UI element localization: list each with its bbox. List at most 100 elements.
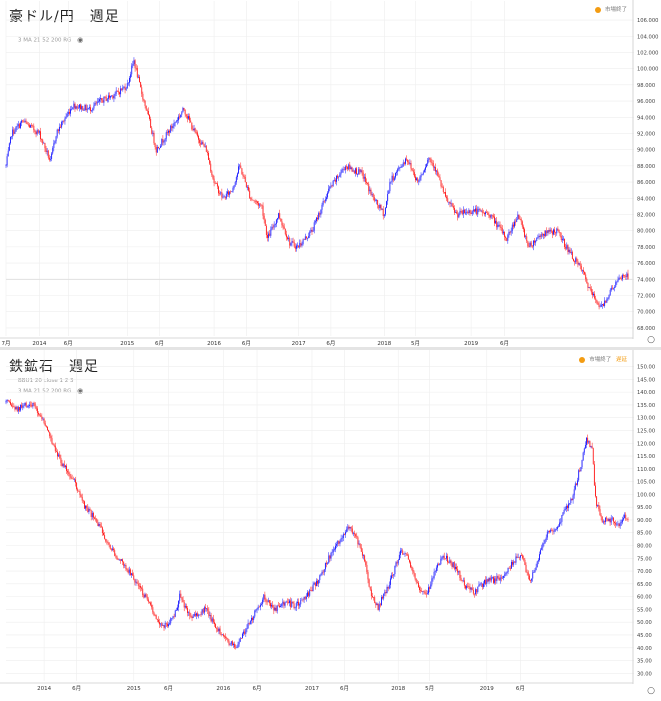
- candle-body: [494, 216, 495, 224]
- candle-body: [81, 496, 83, 501]
- candle-body: [249, 620, 251, 624]
- audjpy-chart-panel[interactable]: 豪ドル/円 週足 3 MA 21 52 200 RG ◉ 市場終了 68.000…: [0, 0, 661, 348]
- candle-body: [621, 275, 623, 280]
- candle-body: [454, 566, 456, 569]
- candle-body: [42, 418, 44, 420]
- candle-body: [525, 564, 527, 573]
- candle-body: [600, 304, 602, 307]
- candle-body: [528, 575, 530, 580]
- candle-body: [519, 555, 521, 558]
- market-status: 市場終了 遅延: [579, 355, 627, 363]
- candle-body: [278, 213, 280, 219]
- candle-body: [211, 171, 213, 176]
- candle-body: [274, 607, 276, 611]
- settings-icon[interactable]: ○: [647, 335, 655, 345]
- candle-body: [346, 529, 348, 532]
- candle-body: [533, 572, 535, 573]
- y-tick-label: 80.00: [637, 544, 652, 550]
- panel-divider[interactable]: [0, 347, 661, 350]
- candle-body: [437, 170, 439, 176]
- candle-body: [15, 406, 17, 410]
- candle-body: [225, 636, 227, 638]
- candle-body: [357, 174, 359, 175]
- candle-body: [273, 224, 275, 228]
- candle-body: [373, 197, 375, 201]
- candle-body: [200, 614, 202, 616]
- candle-body: [135, 581, 137, 583]
- candle-body: [271, 604, 273, 607]
- candle-body: [290, 243, 292, 246]
- candle-body: [166, 132, 168, 133]
- x-tick-label: 6月: [72, 685, 81, 692]
- candle-body: [10, 401, 11, 405]
- candle-body: [541, 234, 543, 236]
- candle-body: [264, 594, 266, 600]
- candle-body: [137, 583, 139, 586]
- candle-body: [67, 111, 69, 115]
- candle-body: [563, 238, 564, 240]
- candle-body: [377, 603, 379, 610]
- eye-icon[interactable]: ◉: [77, 36, 84, 44]
- candle-body: [596, 496, 598, 507]
- candle-body: [141, 587, 143, 589]
- candle-body: [22, 405, 24, 408]
- status-text: 市場終了: [604, 7, 627, 13]
- audjpy-candles-svg[interactable]: 68.000 70.000 72.000 74.000 76.000 78.000 80.0…: [0, 0, 661, 348]
- candle-body: [227, 638, 229, 642]
- candle-body: [219, 193, 221, 194]
- candle-body: [285, 601, 287, 603]
- candle-body: [74, 103, 76, 109]
- candle-body: [166, 623, 168, 627]
- candle-body: [473, 209, 475, 212]
- y-tick-label: 80.000: [637, 229, 655, 235]
- candle-body: [273, 607, 275, 611]
- y-tick-label: 102.000: [637, 50, 658, 56]
- x-tick-label: 2018: [391, 686, 405, 692]
- candle-body: [505, 573, 507, 575]
- candle-body: [173, 123, 175, 127]
- candle-body: [126, 568, 128, 571]
- candle-body: [206, 151, 208, 153]
- candle-body: [91, 110, 93, 111]
- iron-ore-candles-svg[interactable]: 30.00 35.00 40.00 45.00 50.00 55.00 60.00 65.00…: [0, 350, 661, 701]
- candle-body: [216, 627, 218, 629]
- candle-body: [134, 60, 136, 68]
- candle-body: [431, 162, 433, 164]
- candle-body: [500, 577, 502, 579]
- candle-body: [152, 607, 154, 613]
- candle-body: [94, 102, 96, 106]
- eye-icon[interactable]: ◉: [77, 387, 84, 395]
- candle-body: [323, 201, 325, 202]
- candle-body: [138, 585, 140, 587]
- iron-ore-chart-panel[interactable]: 鉄鉱石 週足 BBU1 20 close 1 2 3 3 MA 21 52 20…: [0, 350, 661, 701]
- candle-body: [494, 578, 496, 583]
- info-icon[interactable]: [595, 6, 602, 13]
- candle-body: [234, 182, 236, 186]
- candle-body: [182, 599, 184, 603]
- candle-body: [63, 464, 65, 467]
- y-tick-label: 55.00: [637, 607, 652, 613]
- candle-body: [354, 533, 355, 535]
- candle-body: [312, 230, 314, 232]
- candle-body: [7, 400, 9, 402]
- candle-body: [32, 125, 34, 127]
- candle-body: [602, 521, 604, 523]
- candle-body: [609, 289, 611, 295]
- candle-body: [253, 200, 255, 202]
- candle-body: [449, 560, 451, 563]
- candle-body: [339, 541, 341, 544]
- candle-body: [116, 90, 118, 92]
- candle-body: [546, 230, 548, 234]
- candle-body: [287, 237, 288, 240]
- candle-body: [124, 565, 126, 566]
- info-icon[interactable]: [579, 356, 586, 363]
- candle-body: [384, 207, 386, 215]
- candle-body: [190, 120, 192, 123]
- y-tick-label: 104.000: [637, 34, 658, 40]
- candle-body: [339, 174, 341, 177]
- settings-icon[interactable]: ○: [647, 686, 655, 696]
- candle-body: [572, 495, 574, 501]
- candle-body: [100, 98, 102, 100]
- candle-body: [576, 258, 578, 262]
- candle-body: [518, 214, 520, 219]
